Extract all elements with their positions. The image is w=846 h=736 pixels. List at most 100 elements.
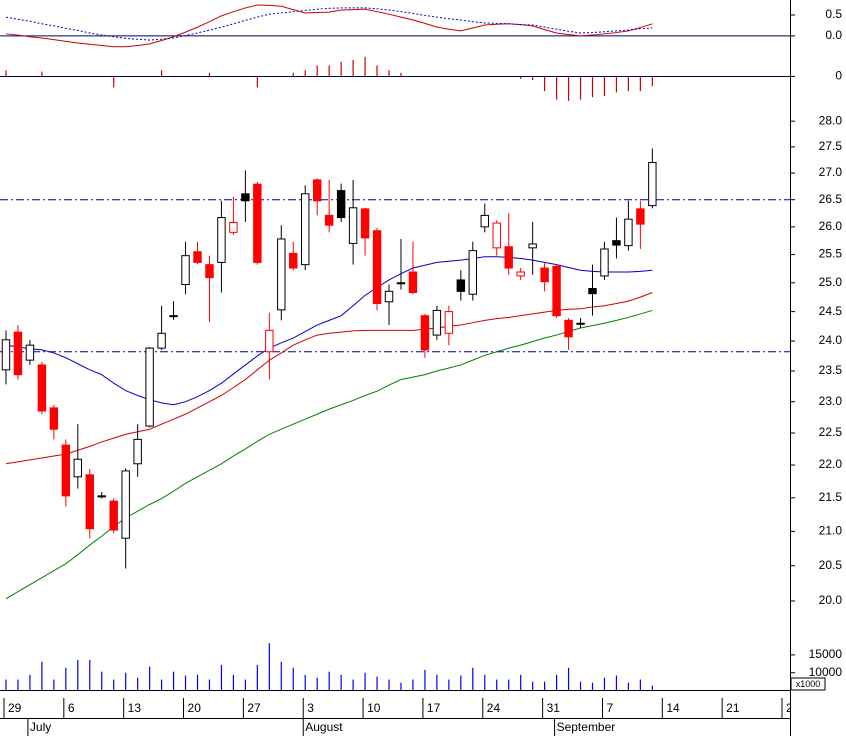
candle-body: [624, 218, 633, 247]
candle-body: [540, 267, 549, 283]
y-tick-label: 28.0: [819, 113, 843, 127]
macd-line: [5, 4, 653, 48]
y-tick-label: 21.5: [819, 490, 843, 504]
candle-body: [600, 248, 609, 277]
y-tick-label: 20.0: [819, 593, 843, 607]
candle-body: [13, 331, 23, 376]
candle-body: [384, 290, 394, 303]
candle-body: [312, 179, 322, 202]
candle-body: [432, 309, 442, 336]
candle-body: [181, 255, 190, 285]
candle-body: [253, 183, 262, 263]
y-tick-label: 15000: [809, 647, 843, 661]
y-tick-label: 25.0: [819, 275, 843, 289]
x-tick-label: 7: [606, 701, 613, 715]
x-tick-label: 17: [427, 701, 441, 715]
candle-body: [61, 444, 71, 497]
candle-body: [648, 162, 657, 207]
candle-body: [504, 246, 513, 269]
y-tick-label: 26.5: [819, 192, 843, 206]
macd-line: [5, 7, 653, 41]
y-tick-label: 0.0: [825, 28, 842, 42]
candle-body: [229, 221, 238, 233]
candle-body: [516, 271, 525, 277]
candle-body: [528, 243, 537, 249]
candle-body: [241, 193, 250, 202]
candle-body: [420, 315, 430, 351]
x-tick-label: 24: [487, 701, 501, 715]
candle-body: [277, 238, 286, 311]
candle-body: [157, 332, 166, 349]
candle-body: [217, 217, 226, 263]
x-tick-label: 14: [666, 701, 680, 715]
x-tick-label: 20: [188, 701, 202, 715]
candle-body: [37, 364, 47, 412]
candle-body: [348, 207, 358, 244]
candle-body: [360, 208, 370, 239]
candle-body: [25, 344, 35, 361]
month-label: July: [30, 720, 51, 734]
candle-body: [336, 190, 346, 219]
y-tick-label: 0: [835, 69, 842, 83]
candle-body: [109, 500, 118, 531]
candle-body: [492, 222, 501, 249]
moving-average: [5, 292, 653, 465]
y-tick-label: 0.5: [825, 7, 842, 21]
candle-body: [372, 230, 382, 304]
volume-unit: x1000: [796, 679, 821, 689]
candle-body: [612, 240, 621, 246]
x-tick-label: 6: [68, 701, 75, 715]
y-tick-label: 27.5: [819, 139, 843, 153]
x-tick-label: 10: [367, 701, 381, 715]
unit-box: [790, 677, 826, 691]
y-tick-label: 20.5: [819, 558, 843, 572]
candle-body: [636, 208, 645, 225]
candle-body: [49, 407, 59, 430]
x-tick-label: 31: [547, 701, 561, 715]
y-tick-label: 24.5: [819, 304, 843, 318]
candle-body: [73, 458, 83, 478]
moving-average: [5, 309, 653, 600]
candle-body: [408, 271, 418, 294]
candle-body: [588, 288, 597, 295]
x-tick-label: 21: [726, 701, 740, 715]
month-label: August: [305, 720, 343, 734]
candle-body: [97, 495, 106, 498]
candle-body: [564, 319, 573, 338]
y-tick-label: 26.0: [819, 219, 843, 233]
candle-body: [552, 265, 561, 317]
candle-body: [576, 322, 585, 325]
y-tick-label: 23.0: [819, 394, 843, 408]
candle-body: [444, 311, 454, 334]
candle-body: [301, 193, 310, 266]
candle-body: [468, 250, 478, 295]
month-label: September: [557, 720, 616, 734]
right-axis-mask: [791, 692, 846, 736]
y-tick-label: 21.0: [819, 524, 843, 538]
candle-body: [169, 315, 178, 318]
candle-body: [133, 438, 142, 465]
candle-body: [121, 470, 130, 539]
candle-body: [396, 282, 406, 285]
candle-body: [265, 329, 274, 353]
x-tick-label: 3: [307, 701, 314, 715]
candle-body: [289, 252, 298, 269]
x-tick-label: 29: [8, 701, 22, 715]
x-tick-label: 13: [128, 701, 142, 715]
y-tick-label: 22.5: [819, 425, 843, 439]
candle-body: [324, 214, 334, 226]
candle-body: [1, 339, 11, 371]
candle-body: [193, 251, 202, 263]
candle-body: [205, 264, 214, 279]
x-tick-label: 27: [247, 701, 261, 715]
candle-body: [85, 474, 94, 530]
candle-body: [145, 347, 154, 427]
y-tick-label: 25.5: [819, 247, 843, 261]
y-tick-label: 22.0: [819, 457, 843, 471]
candle-body: [480, 214, 489, 228]
y-tick-label: 27.0: [819, 165, 843, 179]
y-tick-label: 10000: [809, 665, 843, 679]
y-tick-label: 24.0: [819, 333, 843, 347]
candle-body: [456, 279, 466, 292]
